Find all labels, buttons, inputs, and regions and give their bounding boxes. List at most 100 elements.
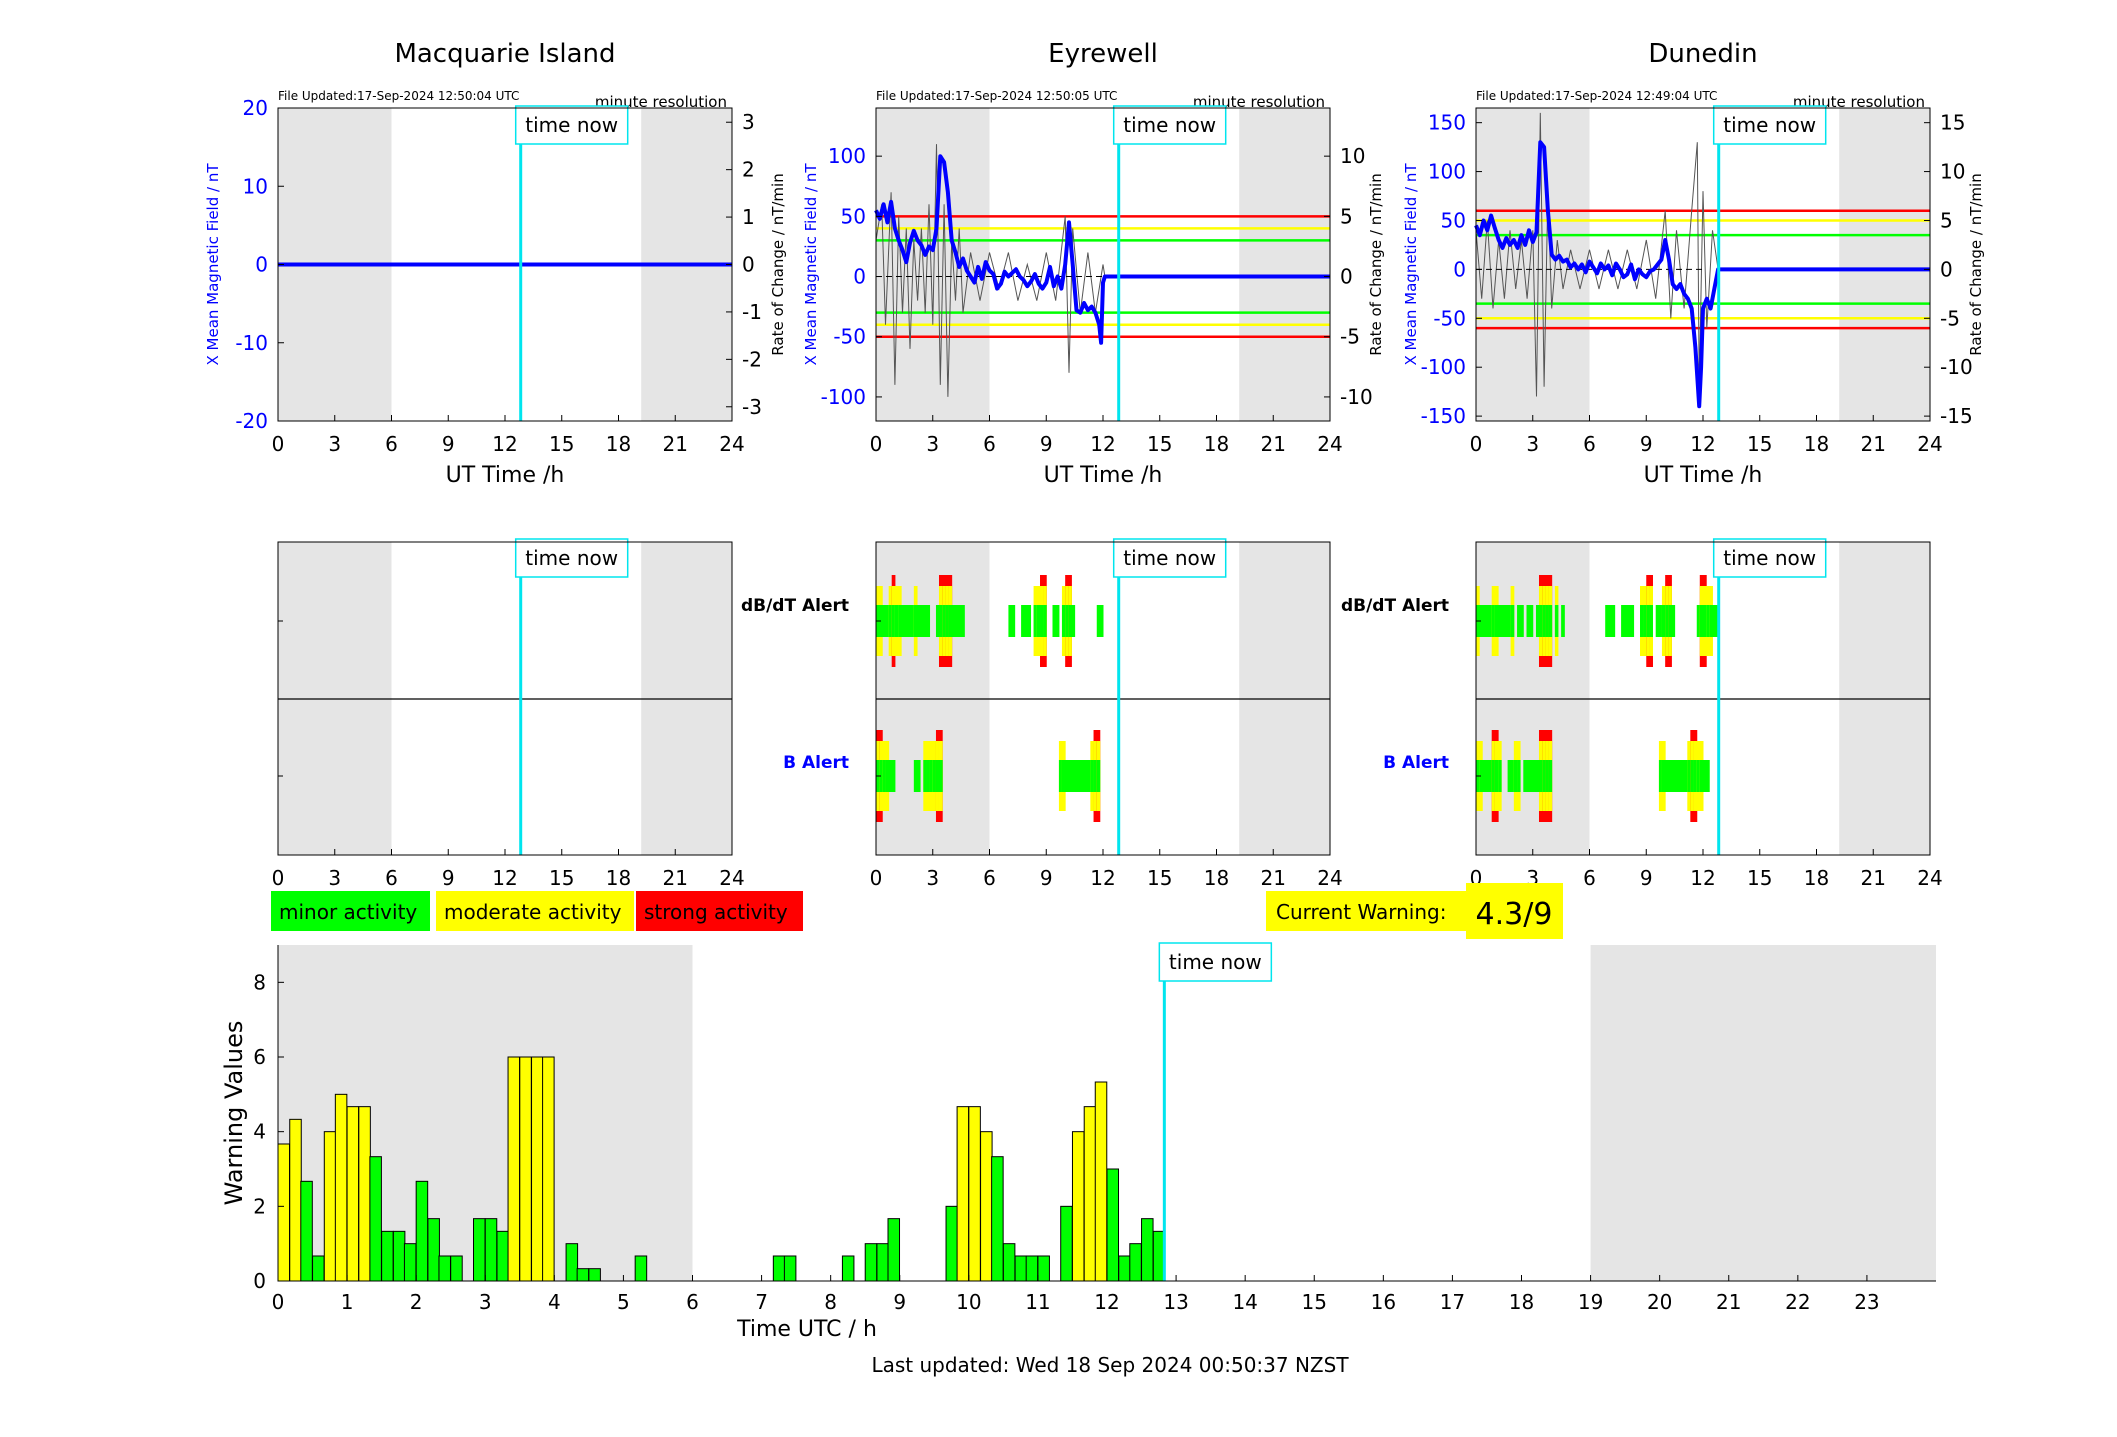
alert-block [1008, 605, 1013, 637]
alert-block [1099, 605, 1104, 637]
x-tick-label: 15 [1747, 432, 1772, 456]
alert-block [901, 605, 905, 637]
alert-block [1548, 760, 1553, 792]
x-tick-label: 2 [410, 1290, 423, 1314]
x-tick-label: 15 [1147, 866, 1172, 890]
alert-block [1690, 760, 1695, 792]
y-tick-label: 0 [1453, 257, 1466, 281]
alert-block [1611, 605, 1616, 637]
alert-block [1096, 605, 1101, 637]
alert-block [1703, 760, 1707, 792]
x-tick-label: 18 [606, 866, 631, 890]
alert-block [1674, 760, 1679, 792]
warning-bar [415, 1180, 429, 1282]
rate-tick-label: 0 [1940, 257, 1953, 281]
warning-bar [381, 1230, 394, 1282]
alert-block [938, 605, 943, 637]
rate-tick-label: 3 [742, 110, 755, 134]
alert-block [1526, 605, 1531, 637]
x-tick-label: 15 [1747, 866, 1772, 890]
x-axis-label: UT Time /h [1644, 463, 1763, 488]
alert-block [1061, 605, 1066, 637]
warning-bar [403, 1243, 417, 1282]
legend-swatch-strong [636, 891, 803, 931]
x-tick-label: 6 [983, 432, 996, 456]
alert-block [1071, 760, 1076, 792]
current-warning-value-bg [1466, 883, 1563, 939]
alert-block [1036, 605, 1041, 637]
alert-block [904, 605, 909, 637]
rate-tick-label: -5 [1340, 325, 1360, 349]
dbdt-alert-label: dB/dT Alert [1341, 596, 1449, 616]
activity-legend: minor activity moderate activity strong ac… [271, 891, 803, 931]
y-tick-label: 20 [243, 96, 268, 120]
alert-block [1058, 760, 1063, 792]
y-tick-label: 6 [253, 1045, 266, 1069]
time-now-box [1112, 538, 1227, 578]
rate-tick-label: 2 [742, 158, 755, 182]
alert-block [1520, 605, 1524, 637]
x-tick-label: 10 [956, 1290, 981, 1314]
field-line [1474, 140, 1930, 409]
alert-block [1491, 760, 1496, 792]
right-axis-label: Rate of Change / nT/min [1367, 173, 1385, 355]
warning-bar [334, 1093, 348, 1282]
warning-bar [507, 1056, 521, 1282]
station-title: Macquarie Island [394, 39, 615, 69]
x-tick-label: 3 [926, 432, 939, 456]
x-tick-label: 16 [1371, 1290, 1396, 1314]
field-panel-0: Macquarie Island File Updated:17-Sep-2024… [204, 39, 787, 488]
x-tick-label: 6 [1583, 866, 1596, 890]
station-title: Eyrewell [1048, 39, 1158, 69]
warning-bar [991, 1156, 1004, 1282]
alert-block [1488, 605, 1493, 637]
alert-block [1501, 605, 1505, 637]
alert-block [917, 605, 921, 637]
legend-label-minor: minor activity [279, 900, 417, 924]
alert-block [1542, 605, 1546, 637]
x-tick-label: 1 [341, 1290, 354, 1314]
warning-bar [841, 1255, 855, 1282]
alert-block [1498, 760, 1502, 792]
alert-block [1068, 760, 1072, 792]
alert-block [1538, 605, 1543, 637]
x-tick-label: 21 [1716, 1290, 1741, 1314]
rate-tick-label: 5 [1940, 208, 1953, 232]
alert-block [1703, 605, 1707, 637]
alert-block [1065, 760, 1069, 792]
alert-block [1661, 605, 1666, 637]
y-tick-label: -100 [1421, 355, 1466, 379]
alert-block [1538, 760, 1543, 792]
x-tick-label: 3 [328, 432, 341, 456]
alert-block [1658, 760, 1663, 792]
x-tick-label: 9 [1040, 432, 1053, 456]
y-tick-label: -50 [1433, 306, 1466, 330]
last-updated-text: Last updated: Wed 18 Sep 2024 00:50:37 N… [871, 1353, 1349, 1377]
x-tick-label: 24 [719, 866, 744, 890]
x-tick-label: 24 [1917, 432, 1942, 456]
y-tick-label: 0 [853, 265, 866, 289]
alert-block [1699, 605, 1704, 637]
alert-block [1517, 760, 1521, 792]
alert-block [1065, 605, 1069, 637]
y-axis-label: Warning Values [220, 1021, 248, 1206]
x-tick-label: 0 [272, 432, 285, 456]
file-updated-text: File Updated:17-Sep-2024 12:50:04 UTC [278, 89, 519, 103]
alert-block [1043, 605, 1047, 637]
current-warning-label-bg [1266, 891, 1466, 931]
alert-block [1529, 760, 1534, 792]
warning-bar [1094, 1081, 1108, 1282]
alert-block [1084, 760, 1088, 792]
alert-block [1024, 605, 1028, 637]
warning-bar [1118, 1255, 1131, 1282]
alert-block [1687, 760, 1691, 792]
alert-block [1643, 605, 1647, 637]
alert-block [1665, 760, 1669, 792]
legend-label-moderate: moderate activity [444, 900, 622, 924]
x-tick-label: 21 [1861, 866, 1886, 890]
field-panel-1: Eyrewell File Updated:17-Sep-2024 12:50:0… [802, 39, 1385, 488]
x-tick-label: 17 [1440, 1290, 1465, 1314]
time-now-text: time now [525, 113, 618, 137]
y-tick-label: 0 [253, 1269, 266, 1293]
x-tick-label: 9 [1640, 866, 1653, 890]
